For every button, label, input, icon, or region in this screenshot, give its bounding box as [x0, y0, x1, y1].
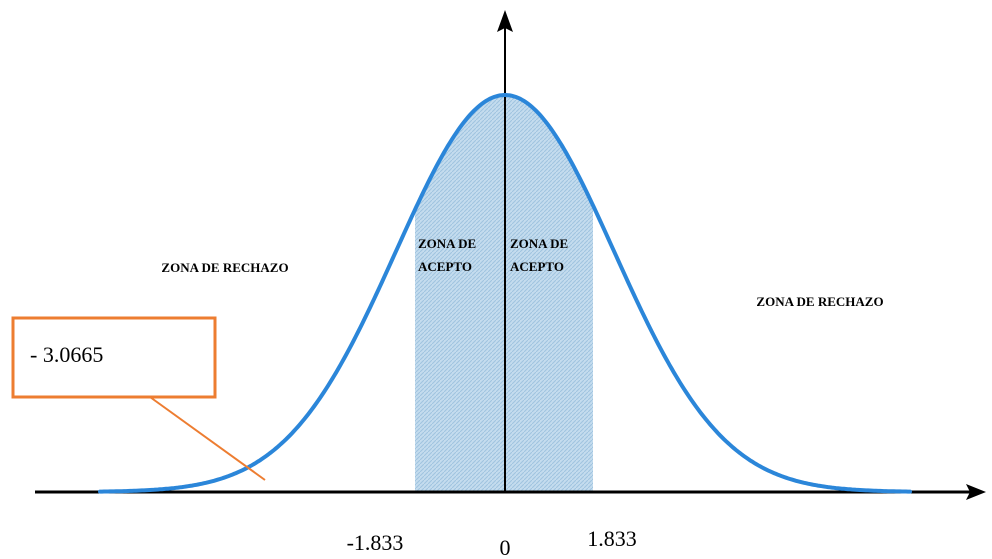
y-axis-arrow	[497, 10, 513, 32]
zone-label: ZONA DE	[510, 236, 568, 251]
zone-label: ACEPTO	[418, 259, 472, 274]
zone-label: ZONA DE RECHAZO	[161, 260, 288, 275]
x-axis-arrow	[966, 484, 986, 500]
axis-label: 0	[500, 535, 511, 559]
callout-box	[11, 316, 217, 399]
axis-label: -1.833	[347, 530, 404, 555]
axis-label: 1.833	[587, 526, 637, 551]
callout-text: - 3.0665	[30, 342, 103, 367]
zone-label: ACEPTO	[510, 259, 564, 274]
callout-line	[149, 396, 266, 481]
zone-label: ZONA DE	[418, 236, 476, 251]
normal-curve	[98, 93, 912, 494]
zone-label: ZONA DE RECHAZO	[756, 294, 883, 309]
